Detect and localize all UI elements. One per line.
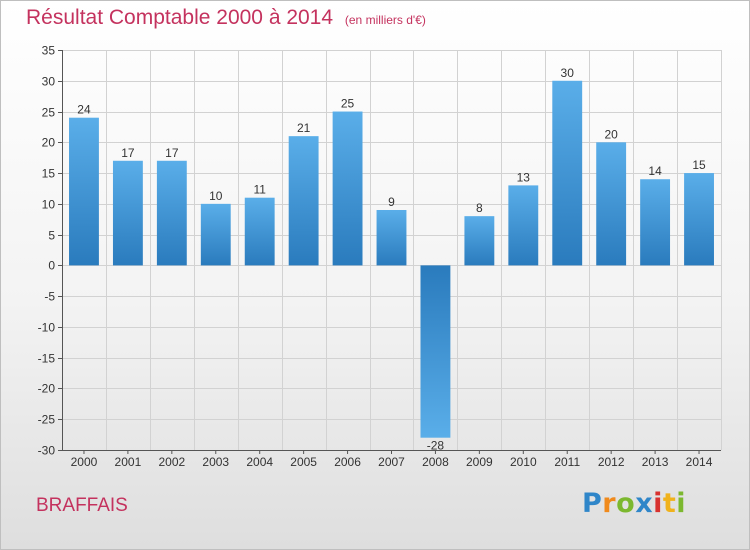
x-tick-label: 2008 (422, 455, 449, 469)
bar (640, 179, 671, 266)
x-tick-label: 2005 (290, 455, 317, 469)
data-label: 25 (341, 97, 355, 111)
data-label: -28 (427, 439, 445, 453)
x-tick-label: 2009 (466, 455, 493, 469)
y-tick-label: 35 (42, 44, 56, 58)
data-label: 17 (121, 146, 135, 160)
x-tick-label: 2012 (598, 455, 625, 469)
y-tick-label: -25 (38, 413, 56, 427)
x-tick-label: 2004 (246, 455, 273, 469)
x-tick-label: 2014 (686, 455, 713, 469)
bar (508, 185, 539, 266)
y-tick-label: 25 (42, 106, 56, 120)
data-label: 11 (253, 183, 266, 197)
bar (156, 160, 187, 266)
y-tick-label: 5 (48, 229, 55, 243)
y-tick-label: 20 (42, 136, 56, 150)
bar (112, 160, 143, 266)
y-tick-label: -10 (38, 321, 56, 335)
y-tick-label: 15 (42, 167, 56, 181)
bar (552, 80, 583, 266)
x-tick-label: 2006 (334, 455, 361, 469)
bar (684, 173, 714, 266)
bar (376, 210, 407, 266)
data-label: 10 (209, 189, 223, 203)
bars (69, 80, 714, 438)
y-tick-label: 10 (42, 198, 56, 212)
place-name: BRAFFAIS (36, 495, 128, 516)
bar (288, 136, 319, 266)
x-tick-label: 2010 (510, 455, 537, 469)
bar (420, 265, 451, 438)
bar (596, 142, 627, 266)
x-tick-label: 2000 (71, 455, 98, 469)
x-tick-label: 2003 (202, 455, 229, 469)
data-label: 8 (476, 201, 483, 215)
x-tick-label: 2007 (378, 455, 405, 469)
chart-title-text: Résultat Comptable 2000 à 2014 (26, 6, 334, 29)
data-label: 30 (561, 66, 575, 80)
axes: 35 30 25 20 15 10 5 0 -5 -10 -15 -20 -25 -30 2000 2001 2… (38, 44, 721, 469)
bar (332, 111, 363, 266)
data-label: 24 (77, 103, 91, 117)
y-tick-label: -5 (44, 290, 55, 304)
chart-subtitle: (en milliers d'€) (344, 13, 426, 27)
y-tick-label: -30 (38, 444, 56, 458)
y-tick-label: -20 (38, 382, 56, 396)
chart-title: Résultat Comptable 2000 à 2014 (en milli… (26, 6, 426, 30)
x-tick-label: 2002 (158, 455, 185, 469)
data-label: 20 (604, 127, 618, 141)
data-label: 21 (297, 121, 311, 135)
bar (244, 197, 275, 266)
x-tick-label: 2013 (642, 455, 669, 469)
proxiti-logo: Proxiti (582, 488, 687, 519)
data-label: 17 (165, 146, 179, 160)
y-tick-label: 0 (48, 259, 55, 273)
bar (69, 117, 99, 266)
bar (464, 216, 495, 266)
data-label: 13 (517, 170, 531, 184)
bar (200, 203, 231, 266)
data-label: 14 (648, 164, 662, 178)
y-tick-label: -15 (38, 352, 56, 366)
data-label: 15 (692, 158, 706, 172)
data-label: 9 (388, 195, 395, 209)
data-labels: 24 17 17 10 11 21 25 9 -28 8 13 30 20 14 15 (77, 66, 706, 453)
x-tick-label: 2001 (115, 455, 142, 469)
x-tick-label: 2011 (554, 455, 580, 469)
y-tick-label: 30 (42, 75, 56, 89)
